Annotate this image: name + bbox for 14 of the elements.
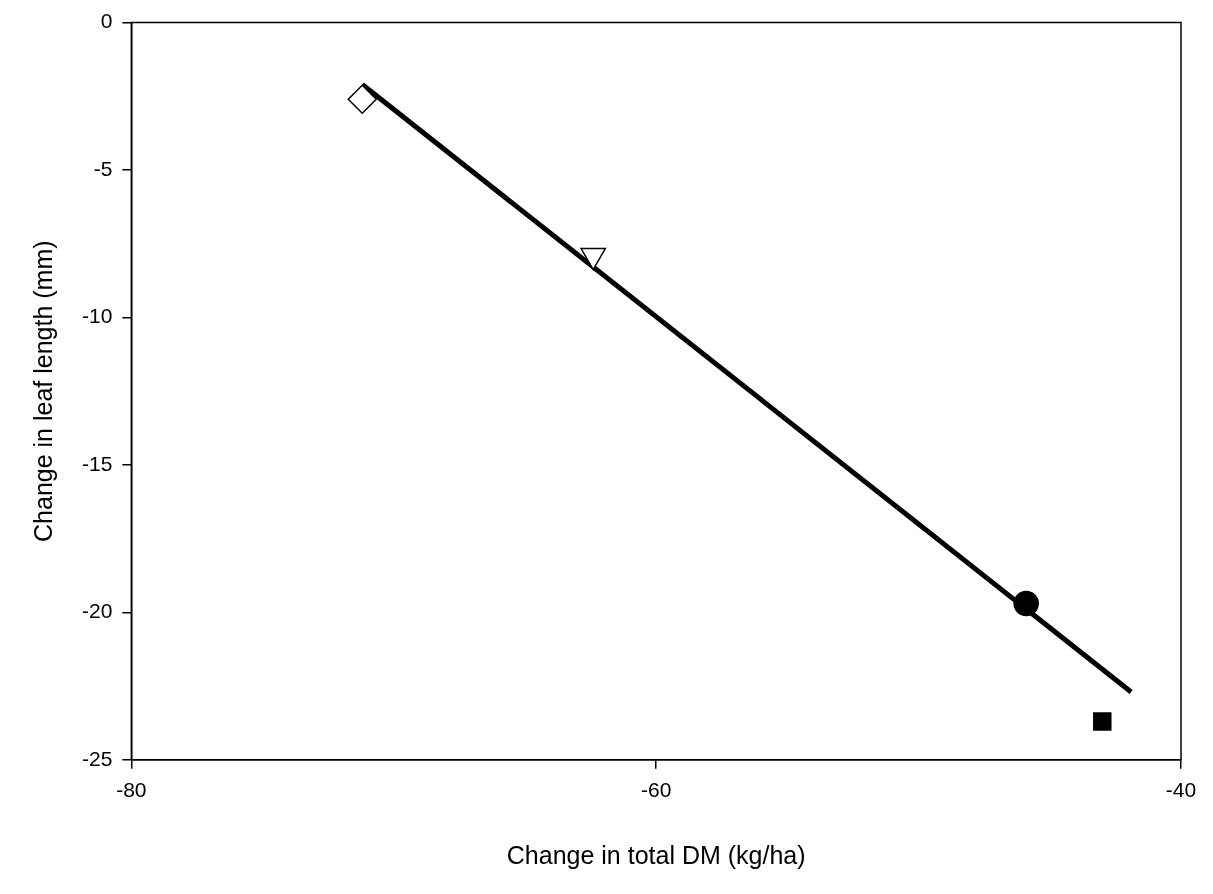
y-tick-label: -15 (81, 451, 113, 475)
y-tick-label: -20 (81, 599, 113, 623)
x-tick-label: -60 (641, 778, 672, 802)
y-tick-label: -5 (93, 156, 113, 180)
y-tick-label: -10 (81, 304, 113, 328)
point (347, 84, 378, 115)
y-axis-title: Change in leaf length (mm) (28, 240, 57, 542)
y-tick-label: 0 (100, 9, 113, 33)
y-tick-label: -25 (81, 746, 113, 770)
x-axis-title: Change in total DM (kg/ha) (506, 840, 806, 869)
point (1013, 590, 1039, 617)
x-tick-label: -40 (1165, 778, 1197, 802)
x-tick-label: -80 (116, 778, 147, 802)
point (1093, 712, 1112, 731)
